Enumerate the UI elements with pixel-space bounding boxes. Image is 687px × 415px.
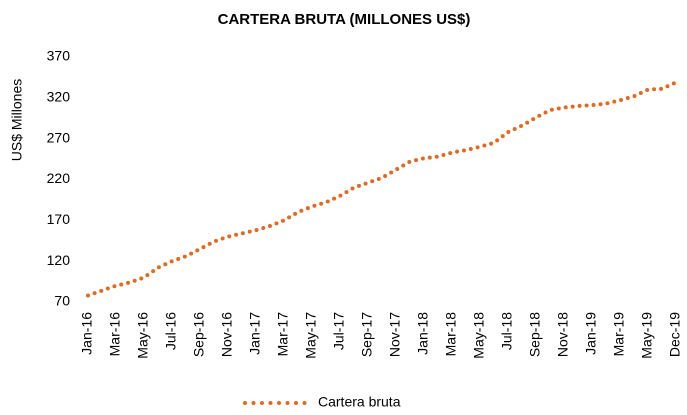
legend-label: Cartera bruta — [318, 394, 401, 410]
x-tick-label: Nov-17 — [387, 312, 403, 357]
x-tick-label: Jul-18 — [499, 312, 515, 350]
x-tick-label: Sep-17 — [359, 312, 375, 357]
x-tick-label: Mar-19 — [611, 312, 627, 357]
x-tick-label: Nov-16 — [219, 312, 235, 357]
x-tick-label: Jan-16 — [79, 312, 95, 355]
x-tick-label: Jan-19 — [583, 312, 599, 355]
x-tick-label: Mar-18 — [443, 312, 459, 357]
x-tick-label: May-16 — [135, 312, 151, 359]
x-tick-label: May-17 — [303, 312, 319, 359]
x-tick-label: Jul-17 — [331, 312, 347, 350]
y-tick-label: 120 — [47, 252, 71, 268]
x-tick-label: Mar-16 — [107, 312, 123, 357]
x-tick-label: Jul-16 — [163, 312, 179, 350]
y-tick-label: 320 — [47, 89, 71, 105]
x-tick-label: May-19 — [639, 312, 655, 359]
x-tick-label: Jan-17 — [247, 312, 263, 355]
x-tick-label: Dec-19 — [667, 312, 683, 357]
line — [86, 80, 678, 298]
y-tick-label: 270 — [47, 129, 71, 145]
x-tick-label: Jan-18 — [415, 312, 431, 355]
y-tick-label: 220 — [47, 170, 71, 186]
chart-title: CARTERA BRUTA (MILLONES US$) — [218, 11, 471, 28]
x-tick-label: Sep-16 — [191, 312, 207, 357]
x-tick-label: Nov-18 — [555, 312, 571, 357]
y-axis-label: US$ Millones — [9, 79, 25, 161]
y-tick-label: 170 — [47, 211, 71, 227]
y-tick-label: 370 — [47, 48, 71, 64]
x-tick-label: May-18 — [471, 312, 487, 359]
x-tick-label: Mar-17 — [275, 312, 291, 357]
y-tick-label: 70 — [54, 293, 70, 309]
x-tick-label: Sep-18 — [527, 312, 543, 357]
